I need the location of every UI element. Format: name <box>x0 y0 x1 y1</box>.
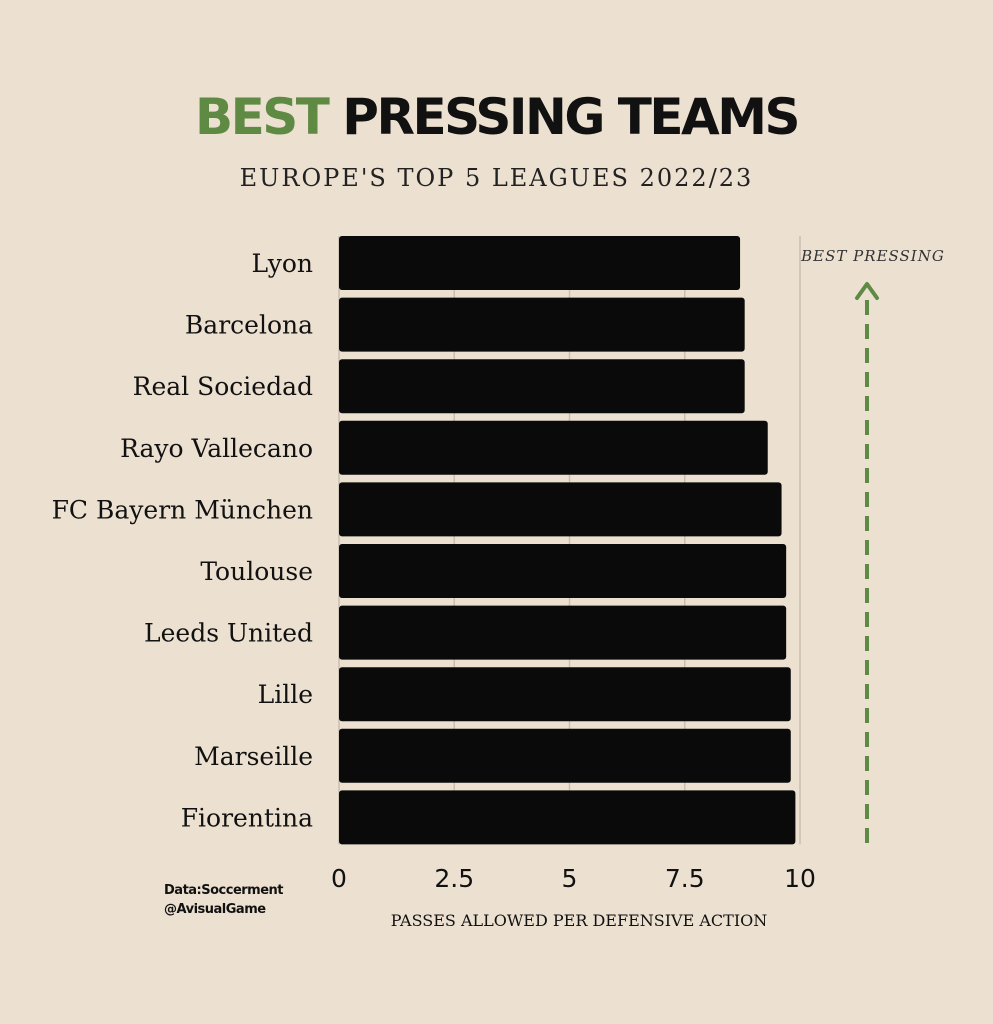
x-tick-label-2: 5 <box>562 864 578 893</box>
bar-5 <box>339 544 787 598</box>
bar-6 <box>339 605 787 660</box>
arrow-up-icon <box>855 282 879 300</box>
best-pressing-annotation: BEST PRESSING <box>800 247 945 265</box>
bar-4 <box>339 482 782 537</box>
category-label-7: Lille <box>258 680 313 709</box>
x-axis-label: PASSES ALLOWED PER DEFENSIVE ACTION <box>391 911 768 930</box>
category-label-5: Toulouse <box>200 557 313 586</box>
category-label-2: Real Sociedad <box>133 372 313 401</box>
data-source-credit: Data:Soccerment <box>164 883 284 898</box>
category-label-6: Leeds United <box>144 619 313 648</box>
bar-0 <box>339 236 741 290</box>
bar-3 <box>339 420 768 475</box>
chart-title: BEST PRESSING TEAMS <box>0 92 993 142</box>
bar-2 <box>339 359 745 414</box>
x-tick-label-4: 10 <box>784 864 816 893</box>
chart-subtitle: EUROPE'S TOP 5 LEAGUES 2022/23 <box>239 164 754 192</box>
author-credit: @AvisualGame <box>164 902 266 917</box>
x-tick-label-3: 7.5 <box>665 864 705 893</box>
title-rest: PRESSING TEAMS <box>342 88 800 146</box>
category-label-0: Lyon <box>252 249 313 278</box>
category-label-3: Rayo Vallecano <box>120 434 313 463</box>
bar-9 <box>339 790 796 845</box>
category-label-9: Fiorentina <box>181 803 313 832</box>
bar-7 <box>339 667 791 722</box>
title-accent: BEST <box>194 88 330 146</box>
category-label-1: Barcelona <box>185 311 313 340</box>
category-label-8: Marseille <box>194 742 313 771</box>
category-label-4: FC Bayern München <box>52 495 313 524</box>
x-tick-label-1: 2.5 <box>434 864 474 893</box>
bar-8 <box>339 728 791 783</box>
bar-1 <box>339 297 745 352</box>
x-tick-label-0: 0 <box>331 864 347 893</box>
